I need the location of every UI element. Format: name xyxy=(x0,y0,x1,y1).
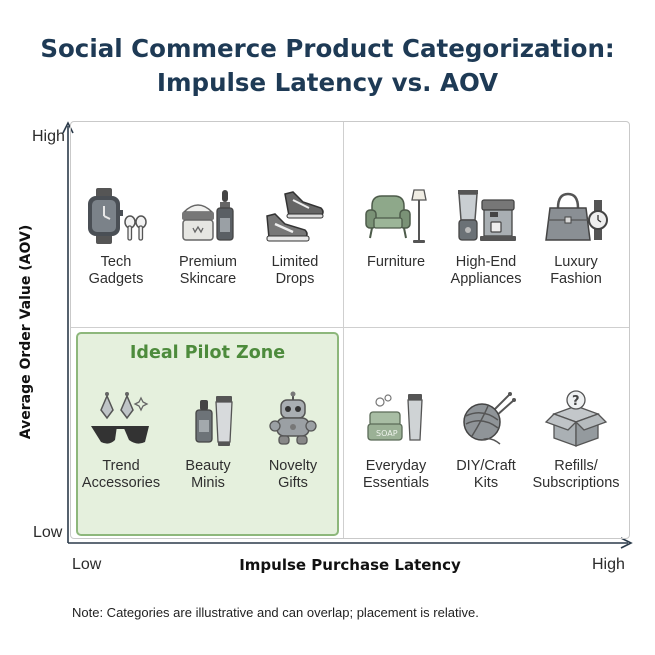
chart-title: Social Commerce Product Categorization: … xyxy=(40,34,615,97)
horizontal-divider xyxy=(71,327,629,329)
category-label: DIY/Craft Kits xyxy=(456,458,516,491)
smartwatch-earbuds-icon xyxy=(88,188,147,244)
y-axis-arrowhead xyxy=(62,121,74,134)
robot-toy-icon xyxy=(269,391,317,445)
footnote: Note: Categories are illustrative and ca… xyxy=(72,605,479,620)
category-limited-drops: Limited Drops xyxy=(245,186,345,288)
vertical-divider xyxy=(343,122,345,538)
mini-bottles-icon xyxy=(195,396,233,446)
x-axis-arrowhead xyxy=(620,537,633,549)
category-trend-accessories: Trend Accessories xyxy=(71,390,171,492)
category-furniture: Furniture xyxy=(346,186,446,271)
skincare-jar-dropper-icon xyxy=(182,190,234,241)
category-diy-craft-kits: DIY/Craft Kits xyxy=(436,390,536,492)
yarn-needles-icon xyxy=(463,392,516,445)
category-label: Trend Accessories xyxy=(81,458,161,491)
soap-tube-icon: SOAP xyxy=(367,394,423,441)
mystery-box-icon: ? xyxy=(544,390,608,447)
category-novelty-gifts: Novelty Gifts xyxy=(243,390,343,492)
category-label: High-End Appliances xyxy=(450,254,522,287)
category-high-end-appliances: High-End Appliances xyxy=(436,186,536,288)
blender-espresso-icon xyxy=(458,190,516,241)
earrings-sunglasses-icon xyxy=(91,392,149,444)
quadrant-grid xyxy=(70,121,630,539)
svg-text:?: ? xyxy=(572,394,580,409)
category-beauty-minis: Beauty Minis xyxy=(158,390,258,492)
category-label: Premium Skincare xyxy=(178,254,237,287)
category-premium-skincare: Premium Skincare xyxy=(158,186,258,288)
y-axis-high-label: High xyxy=(32,128,65,145)
x-axis-title: Impulse Purchase Latency xyxy=(239,556,461,574)
category-luxury-fashion: Luxury Fashion xyxy=(526,186,626,288)
category-everyday-essentials: SOAP Everyday Essentials xyxy=(346,390,446,492)
category-label: Everyday Essentials xyxy=(362,458,430,491)
y-axis-low-label: Low xyxy=(33,524,63,541)
category-refills-subscriptions: ? Refills/ Subscriptions xyxy=(526,390,626,492)
pilot-zone-label: Ideal Pilot Zone xyxy=(129,343,286,363)
x-axis-low-label: Low xyxy=(72,556,102,573)
sneakers-icon xyxy=(266,191,324,242)
category-tech-gadgets: Tech Gadgets xyxy=(66,186,166,288)
category-label: Novelty Gifts xyxy=(268,458,318,491)
category-label: Luxury Fashion xyxy=(550,254,602,287)
category-label: Tech Gadgets xyxy=(88,254,144,287)
armchair-lamp-icon xyxy=(365,189,427,243)
handbag-watch-icon xyxy=(545,192,608,241)
category-label: Furniture xyxy=(366,254,426,270)
svg-text:SOAP: SOAP xyxy=(376,429,398,438)
x-axis-high-label: High xyxy=(592,556,625,573)
category-label: Beauty Minis xyxy=(185,458,231,491)
category-label: Refills/ Subscriptions xyxy=(532,458,620,491)
category-label: Limited Drops xyxy=(271,254,319,287)
